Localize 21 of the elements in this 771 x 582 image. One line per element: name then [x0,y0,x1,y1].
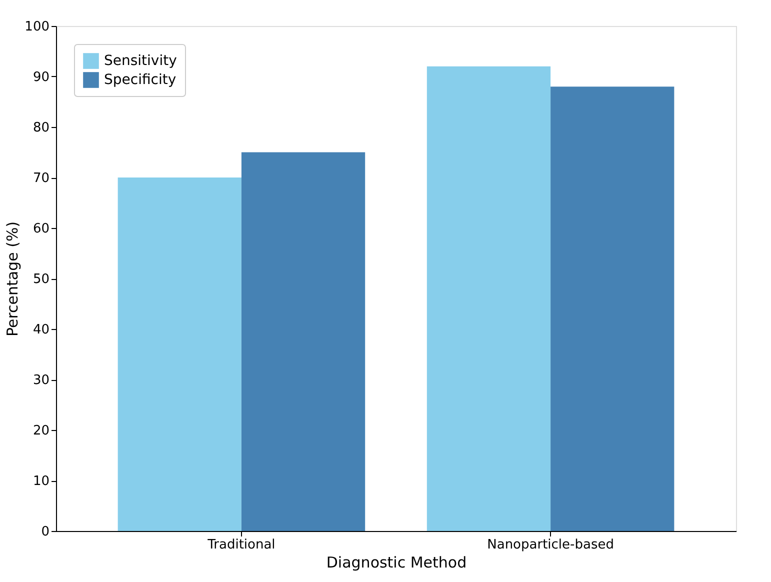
y-tick-label: 100 [24,20,50,34]
legend-label: Sensitivity [104,53,177,69]
y-tick-label: 20 [32,424,50,438]
y-tick-label: 50 [32,272,50,287]
y-tick-label: 90 [32,70,50,85]
x-tick-label: Traditional [206,538,276,552]
bar [241,152,366,531]
legend-label: Specificity [104,72,176,88]
bar [118,178,242,531]
bar [426,66,551,531]
y-axis-title: Percentage (%) [4,221,22,337]
y-tick-label: 70 [32,171,50,186]
y-tick-label: 0 [41,524,50,540]
y-tick-label: 80 [32,120,50,136]
x-tick-label: Nanoparticle-based [487,538,614,552]
y-tick-label: 40 [32,322,50,338]
y-tick-label: 30 [32,373,50,388]
y-tick-label: 10 [32,474,50,489]
x-axis-title: Diagnostic Method [326,554,467,572]
bar [550,86,674,531]
y-tick-label: 60 [32,222,50,236]
